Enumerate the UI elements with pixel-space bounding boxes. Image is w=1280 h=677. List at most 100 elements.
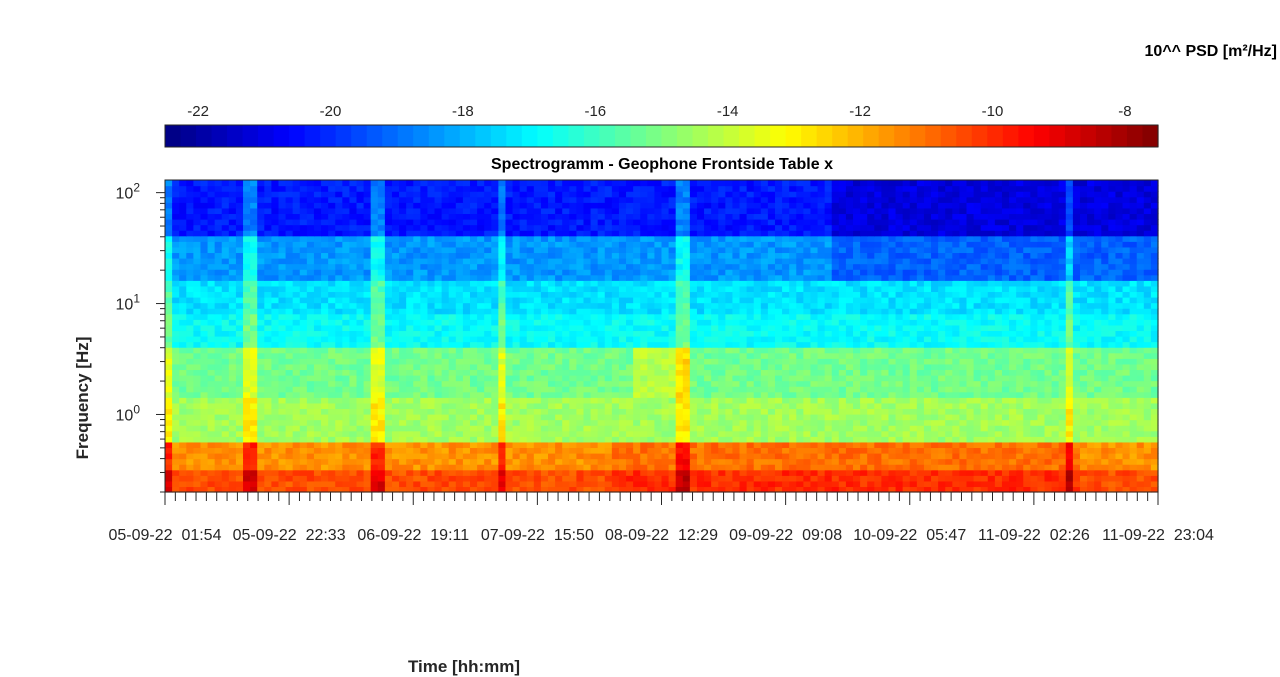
spectrogram-cell: [526, 391, 535, 398]
spectrogram-cell: [1016, 352, 1024, 359]
spectrogram-cell: [831, 324, 840, 332]
spectrogram-cell: [902, 341, 911, 348]
spectrogram-cell: [1129, 397, 1138, 404]
spectrogram-cell: [803, 313, 812, 320]
spectrogram-cell: [654, 386, 663, 393]
spectrogram-cell: [952, 414, 960, 421]
spectrogram-cell: [739, 430, 748, 437]
spectrogram-cell: [505, 480, 514, 488]
spectrogram-cell: [519, 386, 528, 393]
spectrogram-cell: [491, 341, 499, 348]
spectrogram-cell: [292, 453, 301, 460]
spectrogram-cell: [952, 469, 960, 476]
spectrogram-cell: [831, 453, 840, 460]
spectrogram-cell: [753, 369, 762, 376]
spectrogram-cell: [810, 486, 819, 493]
spectrogram-cell: [845, 375, 854, 382]
colorbar-swatch: [180, 125, 197, 147]
spectrogram-cell: [1143, 441, 1152, 449]
spectrogram-cell: [647, 430, 655, 437]
spectrogram-cell: [696, 341, 705, 348]
spectrogram-cell: [590, 352, 599, 359]
spectrogram-cell: [243, 336, 251, 343]
spectrogram-cell: [725, 324, 734, 332]
spectrogram-cell: [774, 380, 783, 387]
spectrogram-cell: [583, 324, 592, 332]
spectrogram-cell: [725, 386, 734, 393]
spectrogram-cell: [704, 441, 712, 449]
spectrogram-cell: [767, 352, 776, 359]
spectrogram-cell: [647, 486, 655, 493]
spectrogram-cell: [1150, 347, 1159, 354]
spectrogram-cell: [569, 425, 577, 432]
spectrogram-cell: [491, 414, 499, 421]
spectrogram-cell: [1044, 453, 1053, 460]
spectrogram-cell: [845, 330, 854, 337]
spectrogram-cell: [1001, 436, 1010, 443]
spectrogram-cell: [867, 297, 875, 304]
spectrogram-cell: [569, 414, 577, 421]
spectrogram-cell: [469, 464, 478, 471]
spectrogram-cell: [165, 469, 173, 476]
spectrogram-cell: [860, 391, 868, 398]
spectrogram-cell: [548, 436, 556, 443]
spectrogram-cell: [633, 319, 641, 326]
spectrogram-cell: [377, 369, 386, 376]
spectrogram-cell: [611, 391, 620, 398]
spectrogram-cell: [647, 308, 655, 315]
spectrogram-cell: [384, 363, 393, 371]
spectrogram-cell: [888, 475, 897, 482]
spectrogram-cell: [845, 397, 854, 404]
spectrogram-cell: [342, 336, 351, 343]
spectrogram-cell: [505, 430, 514, 437]
spectrogram-cell: [923, 425, 932, 432]
spectrogram-cell: [243, 436, 251, 443]
colorbar-swatch: [568, 125, 585, 147]
spectrogram-cell: [987, 414, 996, 421]
spectrogram-cell: [299, 475, 308, 482]
spectrogram-cell: [448, 402, 457, 410]
spectrogram-cell: [1016, 302, 1024, 309]
spectrogram-cell: [1108, 313, 1117, 320]
spectrogram-cell: [278, 375, 287, 382]
spectrogram-cell: [881, 319, 890, 326]
spectrogram-cell: [427, 486, 436, 493]
spectrogram-cell: [533, 419, 542, 426]
spectrogram-cell: [682, 347, 691, 354]
spectrogram-cell: [1009, 313, 1017, 320]
spectrogram-cell: [959, 458, 968, 465]
spectrogram-cell: [682, 297, 691, 304]
spectrogram-cell: [952, 480, 960, 488]
spectrogram-cell: [1122, 302, 1131, 309]
spectrogram-cell: [661, 425, 670, 432]
spectrogram-cell: [746, 313, 755, 320]
spectrogram-cell: [469, 408, 478, 415]
spectrogram-cell: [1030, 297, 1039, 304]
spectrogram-cell: [172, 469, 180, 476]
spectrogram-cell: [243, 363, 251, 371]
spectrogram-cell: [810, 319, 819, 326]
spectrogram-cell: [179, 425, 187, 432]
spectrogram-cell: [987, 347, 996, 354]
spectrogram-cell: [342, 341, 351, 348]
spectrogram-cell: [519, 469, 528, 476]
spectrogram-cell: [342, 363, 351, 371]
spectrogram-cell: [469, 341, 478, 348]
spectrogram-cell: [853, 386, 861, 393]
spectrogram-cell: [1136, 386, 1145, 393]
spectrogram-cell: [306, 330, 315, 337]
colorbar-swatch: [211, 125, 228, 147]
spectrogram-cell: [931, 408, 939, 415]
spectrogram-cell: [810, 425, 819, 432]
spectrogram-cell: [335, 380, 343, 387]
spectrogram-cell: [434, 391, 443, 398]
spectrogram-cell: [526, 375, 535, 382]
spectrogram-cell: [1143, 358, 1152, 365]
spectrogram-cell: [569, 458, 577, 465]
spectrogram-cell: [774, 324, 783, 332]
chart-title: Spectrogramm - Geophone Frontside Table …: [491, 156, 833, 173]
spectrogram-cell: [973, 330, 982, 337]
spectrogram-cell: [257, 297, 265, 304]
spectrogram-cell: [675, 336, 684, 343]
spectrogram-cell: [179, 386, 187, 393]
